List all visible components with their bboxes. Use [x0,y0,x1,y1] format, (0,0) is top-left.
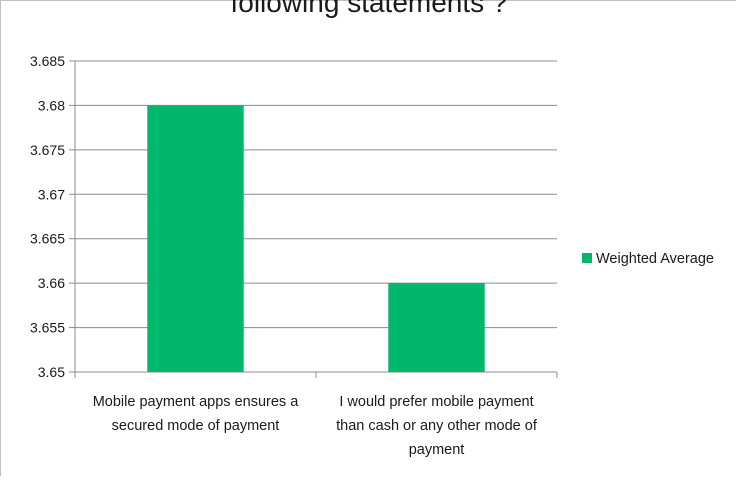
y-tick-label: 3.685 [30,53,65,69]
y-tick-label: 3.665 [30,231,65,247]
bar [147,105,244,372]
legend-label: Weighted Average [596,251,714,267]
x-category-label: I would prefer mobile payment [339,394,533,410]
x-category-label: than cash or any other mode of [336,418,538,434]
chart-title: following statements ? [230,0,508,18]
x-category-label: Mobile payment apps ensures a [93,394,299,410]
y-tick-label: 3.65 [38,364,65,380]
x-category-label: payment [409,442,465,458]
bar [388,283,485,372]
y-tick-label: 3.675 [30,142,65,158]
y-tick-label: 3.68 [38,97,65,113]
y-tick-label: 3.655 [30,320,65,336]
y-tick-label: 3.66 [38,275,65,291]
y-tick-label: 3.67 [38,186,65,202]
legend-swatch [582,253,592,263]
x-category-label: secured mode of payment [112,418,280,434]
